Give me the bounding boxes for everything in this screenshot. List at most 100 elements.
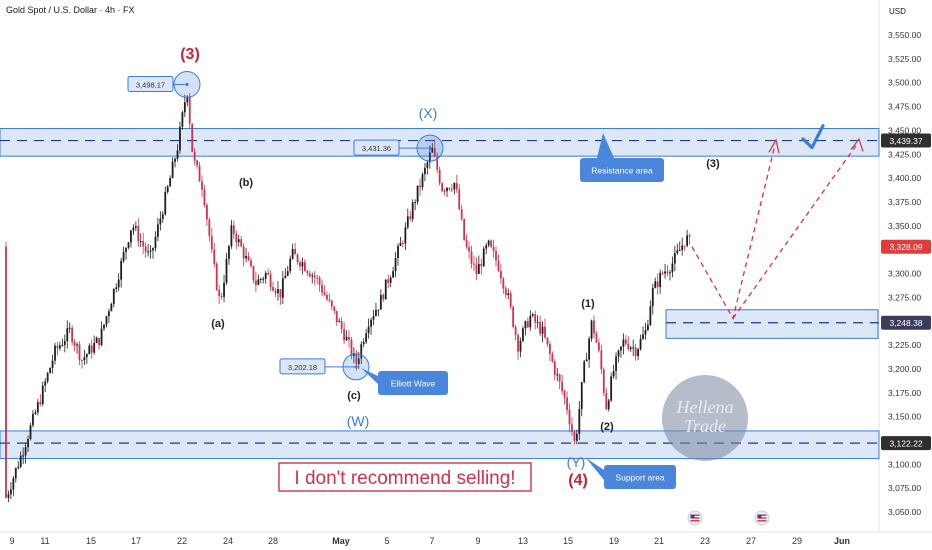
candle <box>634 343 637 361</box>
candle-body <box>551 353 554 362</box>
candle-body <box>59 345 61 349</box>
candle-body <box>247 256 250 261</box>
projection-arrowhead-2 <box>850 137 864 152</box>
y-tick-label: 3,400.00 <box>888 173 921 183</box>
candle <box>678 241 681 251</box>
candle-body <box>304 262 306 271</box>
candle-body <box>134 226 137 228</box>
candle <box>620 346 622 359</box>
candle-body <box>470 251 473 264</box>
candle-body <box>593 320 595 334</box>
candle <box>345 330 348 341</box>
candle-body <box>433 148 436 157</box>
candle-body <box>22 455 25 457</box>
candle <box>41 381 44 407</box>
candle <box>66 320 69 349</box>
marker-label-bg <box>279 358 326 375</box>
candle-body <box>203 189 206 205</box>
candle-body <box>428 152 431 163</box>
candle-body <box>411 202 414 219</box>
candle <box>438 166 441 186</box>
wave-label-4: (4) <box>568 472 588 489</box>
candle <box>382 293 385 302</box>
candle <box>105 315 108 328</box>
candle-body <box>117 279 120 288</box>
price-badge: 3,248.38 <box>881 315 931 330</box>
candle <box>598 338 600 353</box>
candle-body <box>198 165 201 182</box>
candle <box>463 218 466 241</box>
callout-tail <box>597 133 614 158</box>
candle <box>54 342 56 365</box>
candle-body <box>588 338 590 360</box>
candle-body <box>255 280 257 285</box>
candle-body <box>620 346 622 351</box>
candle <box>267 268 270 276</box>
candle <box>492 239 495 258</box>
wave-label-1: (1) <box>581 298 595 310</box>
check-icon <box>801 124 825 150</box>
candle-body <box>311 275 314 277</box>
candle-body <box>83 357 86 361</box>
candle <box>147 243 149 257</box>
flag-stripe <box>690 517 700 519</box>
candle <box>651 283 654 315</box>
candle-body <box>558 374 561 382</box>
candle-body <box>536 322 539 324</box>
candle-body <box>664 271 666 274</box>
candle <box>83 349 86 366</box>
candle <box>446 187 448 198</box>
candle <box>602 367 605 397</box>
candle-body <box>166 186 169 193</box>
candle <box>426 159 429 175</box>
candle <box>316 274 319 285</box>
candle <box>642 326 644 340</box>
candle <box>475 257 478 281</box>
candle <box>551 351 554 363</box>
candle-body <box>284 275 287 279</box>
candle-body <box>644 330 647 335</box>
candle-body <box>669 272 671 274</box>
candle <box>421 172 424 191</box>
flag-canton <box>690 514 695 518</box>
candle <box>666 265 669 277</box>
no-sell-banner: I don't recommend selling! <box>278 462 532 492</box>
candle <box>607 398 610 412</box>
candle-body <box>29 425 32 440</box>
candle <box>671 256 674 278</box>
candle <box>230 220 233 249</box>
candle-body <box>666 271 669 274</box>
candle-body <box>541 326 544 334</box>
flag-stripe <box>690 520 700 522</box>
candle <box>139 233 142 248</box>
candle <box>397 243 399 266</box>
candle-body <box>95 337 98 343</box>
candle-body <box>257 279 260 285</box>
x-marker: 3,431.36 <box>353 134 444 162</box>
candle-body <box>375 309 377 316</box>
candle-body <box>213 249 216 264</box>
candle-body <box>181 112 184 127</box>
candle-body <box>568 410 571 425</box>
candle <box>81 359 83 369</box>
candle <box>326 291 328 302</box>
candle <box>144 242 147 258</box>
candle <box>27 435 29 452</box>
candle <box>600 344 603 375</box>
candle <box>340 317 343 334</box>
candle-body <box>370 319 372 327</box>
candle <box>120 257 123 288</box>
candle-body <box>188 96 191 124</box>
candle-body <box>164 192 167 215</box>
candle <box>157 217 159 242</box>
candle-body <box>647 324 649 331</box>
candle-body <box>152 248 154 251</box>
candle <box>228 244 230 265</box>
candle-body <box>502 278 505 289</box>
candle <box>304 259 306 272</box>
candle <box>458 184 461 211</box>
candle-body <box>600 350 603 370</box>
candle-body <box>573 431 576 441</box>
